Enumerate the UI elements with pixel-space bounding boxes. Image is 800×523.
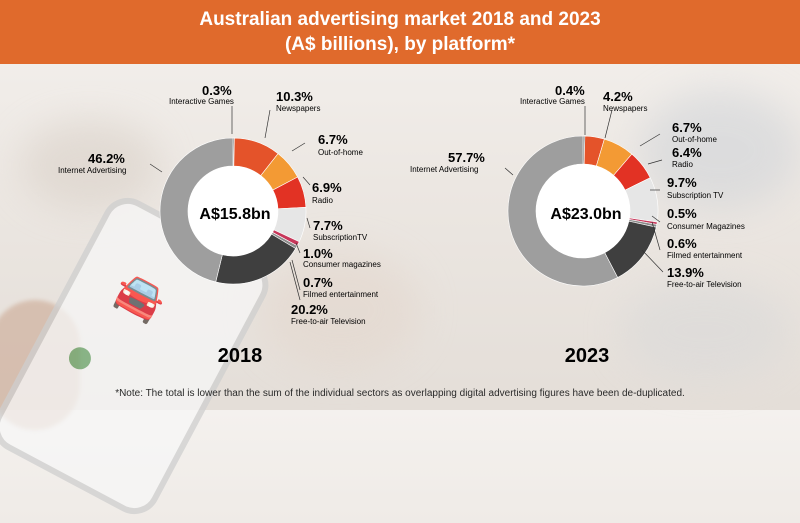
slice-name-label: Interactive Games [520, 97, 585, 106]
slice-value-label: 13.9% [667, 265, 704, 280]
slice-value-label: 57.7% [448, 150, 485, 165]
background-blur [20, 120, 160, 210]
leader-lines-2023 [504, 106, 664, 273]
donut-2023 [507, 135, 659, 287]
slice-value-label: 6.7% [318, 132, 348, 147]
title-banner: Australian advertising market 2018 and 2… [0, 0, 800, 64]
donut-2018 [159, 137, 307, 285]
slice-name-label: Consumer Magazines [667, 222, 745, 231]
slice-name-label: Interactive Games [169, 97, 234, 106]
slice-name-label: SubscriptionTV [313, 233, 368, 242]
slice-value-label: 6.9% [312, 180, 342, 195]
leader-lines-2018 [149, 106, 311, 301]
slice-value-label: 6.7% [672, 120, 702, 135]
slice-name-label: Radio [312, 196, 333, 205]
donut-hole [188, 166, 278, 256]
slice-value-label: 10.3% [276, 89, 313, 104]
slice-value-label: 0.4% [555, 83, 585, 98]
slice-value-label: 1.0% [303, 246, 333, 261]
footnote: *Note: The total is lower than the sum o… [115, 388, 685, 399]
slice-value-label: 4.2% [603, 89, 633, 104]
slice-name-label: Subscription TV [667, 191, 724, 200]
slice-name-label: Internet Advertising [410, 165, 478, 174]
slice-name-label: Filmed entertainment [303, 290, 379, 299]
slice-value-label: 7.7% [313, 218, 343, 233]
slice-name-label: Radio [672, 160, 693, 169]
slice-value-label: 0.3% [202, 83, 232, 98]
donut-hole [536, 164, 630, 258]
slice-name-label: Out-of-home [672, 135, 717, 144]
slice-value-label: 0.5% [667, 206, 697, 221]
slice-value-label: 46.2% [88, 151, 125, 166]
total-label: A$15.8bn [199, 206, 270, 223]
slice-name-label: Newspapers [603, 104, 647, 113]
background-blur [260, 250, 420, 370]
background-blur [640, 90, 800, 210]
slice-value-label: 0.6% [667, 236, 697, 251]
total-label: A$23.0bn [550, 206, 621, 223]
slice-value-label: 6.4% [672, 145, 702, 160]
slice-name-label: Out-of-home [318, 148, 363, 157]
slice-name-label: Internet Advertising [58, 166, 126, 175]
slice-value-label: 0.7% [303, 275, 333, 290]
background-blur [620, 280, 790, 380]
chart-title: Australian advertising market 2018 and 2… [199, 9, 601, 30]
donut-charts: A$15.8bn 2018 0.3% Interactive Games 10.… [58, 83, 745, 367]
slice-name-label: Free-to-air Television [667, 280, 742, 289]
chart-subtitle: (A$ billions), by platform* [284, 34, 516, 55]
slice-name-label: Consumer magazines [303, 260, 381, 269]
slice-value-label: 20.2% [291, 302, 328, 317]
year-label: 2023 [565, 345, 610, 367]
slice-name-label: Filmed entertainment [667, 251, 743, 260]
slice-name-label: Newspapers [276, 104, 320, 113]
slice-name-label: Free-to-air Television [291, 317, 366, 326]
slice-value-label: 9.7% [667, 175, 697, 190]
year-label: 2018 [218, 345, 263, 367]
